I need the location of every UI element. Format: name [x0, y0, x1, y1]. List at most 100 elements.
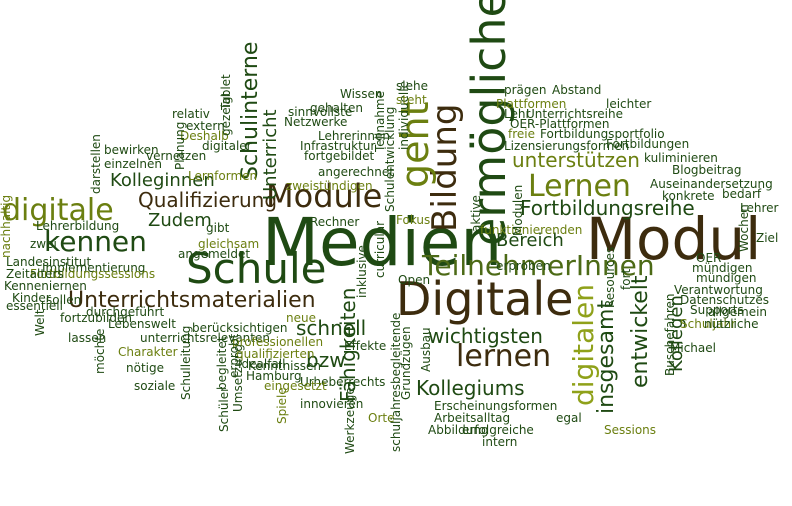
cloud-word: schuljahresbegleitende — [389, 312, 403, 452]
cloud-word: Modul — [586, 205, 762, 273]
cloud-word: nützliche — [704, 317, 759, 331]
cloud-word: bedarf — [722, 187, 762, 201]
cloud-word: Ausbau — [419, 327, 433, 372]
cloud-word: prägen — [504, 83, 547, 97]
cloud-word: Fortbildungssessions — [30, 267, 156, 281]
cloud-word: relativ — [172, 107, 210, 121]
cloud-word: nachhaltig — [0, 194, 13, 258]
cloud-word: Fortbildungsreihe — [520, 196, 695, 220]
cloud-word: bewirken — [104, 143, 159, 157]
cloud-word: insgesamt — [594, 299, 619, 414]
cloud-word: entwickelt — [628, 275, 653, 388]
cloud-word: curricular — [373, 220, 387, 278]
cloud-word: Fortbildungen — [606, 137, 690, 151]
cloud-word: egal — [556, 411, 582, 425]
cloud-word: Medien — [262, 204, 503, 281]
cloud-word: Abstand — [552, 83, 602, 97]
cloud-word: Abbildung — [428, 423, 489, 437]
cloud-word: Lernformen — [188, 169, 258, 183]
cloud-word: wichtigsten — [428, 324, 543, 348]
cloud-word: siehe — [396, 79, 428, 93]
cloud-word: erfolgreiche — [462, 423, 534, 437]
cloud-word: mündigen — [692, 261, 753, 275]
cloud-word: eingesetzt — [264, 379, 327, 393]
cloud-word: Sessions — [604, 423, 657, 437]
cloud-word: Idealfall — [238, 357, 286, 371]
cloud-word: Lehr — [504, 107, 531, 121]
cloud-word: extern — [186, 119, 225, 133]
cloud-word: Kenntnissen — [248, 359, 322, 373]
cloud-word: Kolleginnen — [110, 170, 215, 191]
cloud-word: Supports — [690, 303, 744, 317]
cloud-word: Tablet — [219, 74, 233, 110]
cloud-word: Ziel — [756, 231, 779, 245]
cloud-word: möchte — [93, 328, 107, 374]
cloud-word: Lehrer — [740, 201, 779, 215]
cloud-word: inklusive — [355, 245, 369, 298]
cloud-word: fortzubilden — [60, 311, 132, 325]
cloud-word: unterrichtsrelevanten — [140, 331, 270, 345]
cloud-word: Kollegiums — [416, 376, 525, 400]
cloud-word: lassen — [68, 331, 107, 345]
cloud-word: zweistündigen — [286, 179, 373, 193]
cloud-word: Lebenswelt — [108, 317, 176, 331]
cloud-word: Infrastruktur — [300, 139, 376, 153]
cloud-word: Kinder — [12, 291, 51, 305]
cloud-word: Buschefahren — [663, 293, 677, 376]
cloud-word: neue — [286, 311, 316, 325]
cloud-word: Modulen — [511, 184, 525, 236]
cloud-word: schnell — [296, 316, 367, 340]
cloud-word: Unterricht — [260, 109, 281, 200]
cloud-word: OER — [696, 251, 722, 265]
cloud-word: Lehrerbildung — [36, 219, 120, 233]
cloud-word: professionellen — [232, 335, 324, 349]
cloud-word: Schuljahr — [680, 317, 736, 331]
cloud-word: Schulentwicklung — [383, 106, 397, 212]
cloud-word: Wissen — [340, 87, 383, 101]
cloud-word: Effekte — [344, 339, 387, 353]
cloud-word: Zeitalters — [6, 267, 64, 281]
cloud-word: Rechner — [310, 215, 360, 229]
cloud-word: Schulinterne — [238, 41, 263, 180]
cloud-word: mündigen — [696, 271, 757, 285]
cloud-word: konkrete — [662, 189, 715, 203]
cloud-word: Landesinstitut — [6, 255, 92, 269]
cloud-word: erprobt — [227, 333, 241, 378]
cloud-word: aktive — [469, 195, 483, 232]
cloud-word: nötige — [126, 361, 164, 375]
cloud-word: angerechnet — [318, 165, 394, 179]
cloud-word: Kenneniernen — [4, 279, 87, 293]
cloud-word: Schüler — [217, 386, 231, 432]
cloud-word: einzelnen — [104, 157, 162, 171]
cloud-word: Qualifizierung — [138, 188, 278, 212]
cloud-word: berücksichtigen — [192, 321, 288, 335]
cloud-word: Schule — [186, 244, 327, 293]
cloud-word: gleichsam — [198, 237, 260, 251]
cloud-word: sinnvollste — [288, 105, 353, 119]
cloud-word: vernetzen — [146, 149, 207, 163]
cloud-word: OER-Plattformen — [510, 117, 610, 131]
cloud-word: Charakter — [118, 345, 178, 359]
cloud-word: kuliminieren — [644, 151, 718, 165]
cloud-word: fort — [619, 268, 633, 290]
cloud-word: Netzwerke — [284, 115, 348, 129]
cloud-word: Open — [398, 273, 431, 287]
cloud-word: Lehrerinnen — [318, 129, 390, 143]
cloud-word: erproben — [496, 259, 551, 273]
cloud-word: leichter — [606, 97, 652, 111]
cloud-word: zwei — [30, 237, 57, 251]
cloud-word: lernen — [456, 339, 552, 374]
cloud-word: Module — [266, 177, 383, 215]
cloud-word: sollen — [46, 293, 82, 307]
cloud-word: gibt — [206, 221, 230, 235]
cloud-word: Urheberrechts — [300, 375, 386, 389]
cloud-word: Hamburg — [246, 369, 302, 383]
cloud-word: qualifizierten — [236, 347, 315, 361]
cloud-word: durchgeführt — [86, 305, 165, 319]
cloud-word: kennen — [44, 225, 147, 258]
cloud-word: Orte — [368, 411, 395, 425]
cloud-word: Fortbildungsportfolio — [540, 127, 665, 141]
cloud-word: Wochen — [737, 204, 751, 252]
cloud-word: Datenschutzes — [680, 293, 769, 307]
cloud-word: intern — [482, 435, 518, 449]
